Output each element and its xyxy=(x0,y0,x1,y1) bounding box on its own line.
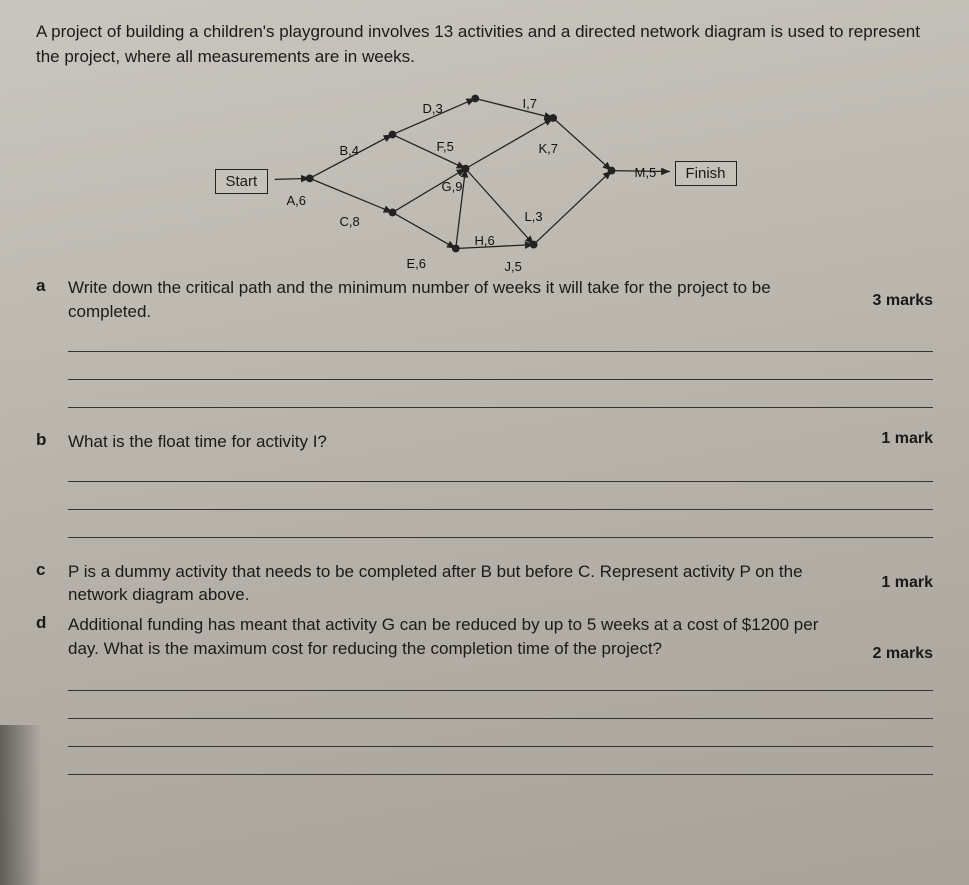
edge-label: B,4 xyxy=(340,143,360,158)
blank-line xyxy=(68,380,933,408)
edge-label: M,5 xyxy=(635,165,657,180)
question-a-text: Write down the critical path and the min… xyxy=(68,276,829,324)
edge-label: I,7 xyxy=(523,96,537,111)
blank-line xyxy=(68,663,933,691)
edge-label: F,5 xyxy=(437,139,454,154)
edge-label: E,6 xyxy=(407,256,427,271)
question-d-marks: 2 marks xyxy=(843,613,933,663)
network-diagram: Start Finish A,6B,4C,8D,3F,5G,9E,6H,6I,7… xyxy=(185,81,785,266)
edge-label: G,9 xyxy=(442,179,463,194)
question-b-text: What is the float time for activity I? xyxy=(68,430,829,454)
question-a-lines xyxy=(68,324,933,408)
question-b-lines xyxy=(68,454,933,538)
worksheet-page: A project of building a children's playg… xyxy=(0,0,969,885)
question-a-row: a Write down the critical path and the m… xyxy=(36,276,933,324)
blank-line xyxy=(68,454,933,482)
edge-label: K,7 xyxy=(539,141,559,156)
question-c-text: P is a dummy activity that needs to be c… xyxy=(68,560,829,608)
question-d-lines xyxy=(68,663,933,775)
question-d-row: d Additional funding has meant that acti… xyxy=(36,613,933,663)
edge-label: L,3 xyxy=(525,209,543,224)
edge-label: C,8 xyxy=(340,214,360,229)
question-d-letter: d xyxy=(36,613,54,633)
question-c-marks: 1 mark xyxy=(843,560,933,592)
edge-label: J,5 xyxy=(505,259,522,274)
blank-line xyxy=(68,719,933,747)
question-d-text: Additional funding has meant that activi… xyxy=(68,613,829,661)
blank-line xyxy=(68,747,933,775)
question-a-marks: 3 marks xyxy=(843,276,933,310)
blank-line xyxy=(68,482,933,510)
edge-label: H,6 xyxy=(475,233,495,248)
question-c-letter: c xyxy=(36,560,54,580)
question-b-marks: 1 mark xyxy=(843,430,933,448)
question-b-letter: b xyxy=(36,430,54,450)
finish-box: Finish xyxy=(675,161,737,186)
blank-line xyxy=(68,324,933,352)
question-a-letter: a xyxy=(36,276,54,296)
question-b-row: b What is the float time for activity I?… xyxy=(36,430,933,454)
blank-line xyxy=(68,510,933,538)
intro-text: A project of building a children's playg… xyxy=(36,20,933,69)
question-c-row: c P is a dummy activity that needs to be… xyxy=(36,560,933,608)
photo-edge-shadow xyxy=(0,725,42,885)
edge-label: A,6 xyxy=(287,193,307,208)
start-box: Start xyxy=(215,169,269,194)
blank-line xyxy=(68,691,933,719)
blank-line xyxy=(68,352,933,380)
edge-label: D,3 xyxy=(423,101,443,116)
